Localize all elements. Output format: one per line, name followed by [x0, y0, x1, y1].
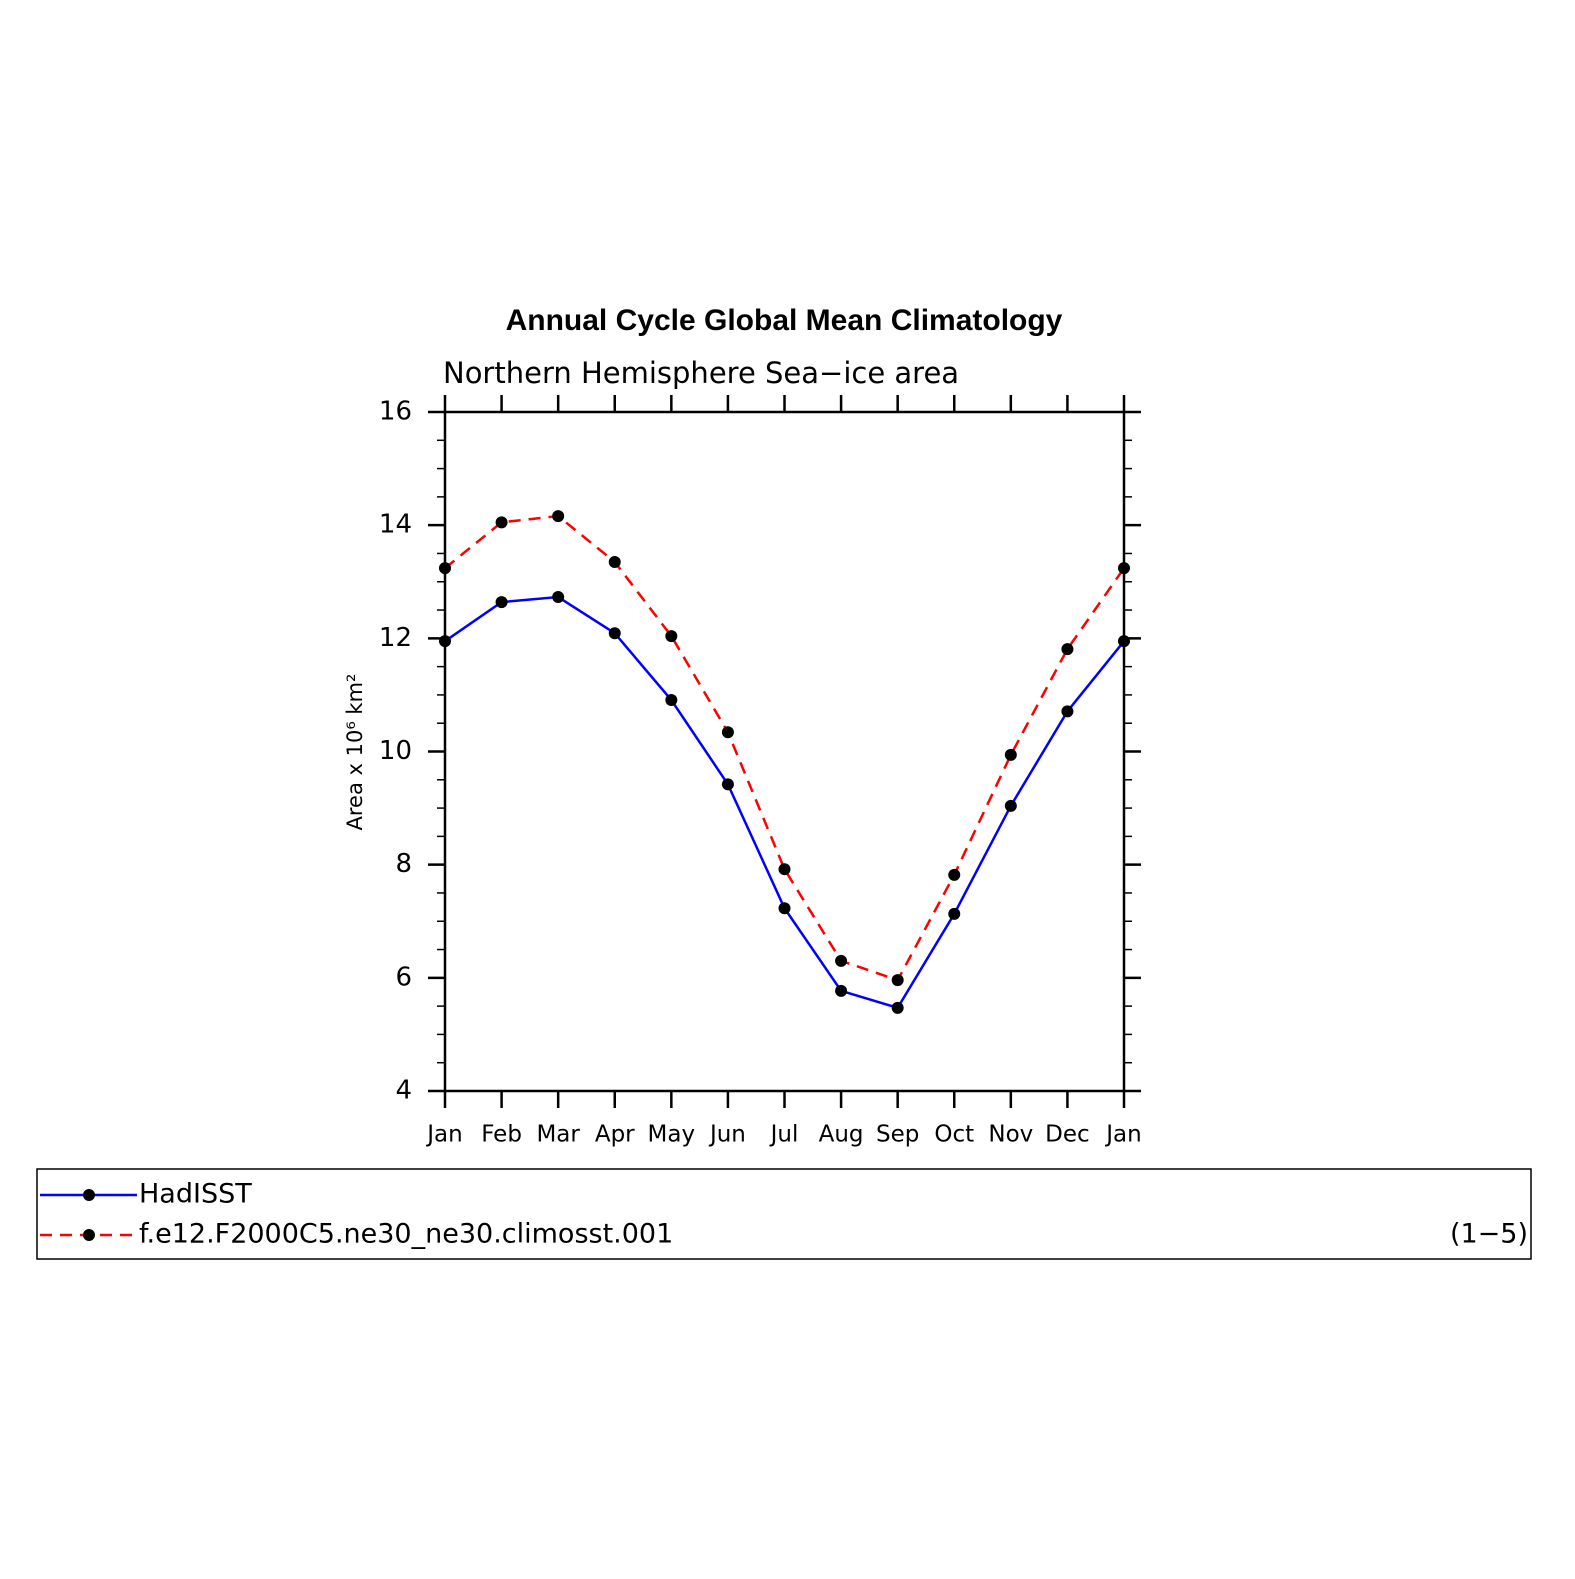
point-marker [1118, 635, 1130, 648]
point-marker [608, 627, 621, 640]
point-marker [948, 868, 961, 881]
point-marker [1118, 562, 1130, 575]
point-marker [1061, 643, 1074, 656]
point-marker [778, 863, 791, 876]
point-marker [1061, 705, 1074, 718]
legend-label: f.e12.F2000C5.ne30_ne30.climosst.001 [139, 1219, 673, 1250]
x-tick-label: Sep [876, 1122, 919, 1148]
point-marker [721, 778, 734, 791]
x-tick-label: May [648, 1122, 696, 1148]
point-marker [1004, 748, 1017, 761]
point-marker [891, 974, 904, 987]
legend-box [36, 1168, 1532, 1260]
y-tick-label: 16 [379, 397, 412, 427]
y-tick-label: 12 [379, 623, 412, 653]
x-tick-label: Nov [988, 1122, 1033, 1148]
point-marker [721, 726, 734, 739]
point-marker [552, 510, 565, 523]
plot-frame [443, 410, 1126, 1093]
point-marker [665, 694, 678, 707]
y-tick-label: 4 [395, 1076, 412, 1106]
point-marker [1004, 799, 1017, 812]
point-marker [891, 1001, 904, 1014]
point-marker [835, 954, 848, 967]
point-marker [948, 907, 961, 920]
x-tick-label: Jan [1104, 1122, 1141, 1148]
y-tick-label: 8 [395, 849, 412, 879]
x-tick-label: Oct [934, 1122, 974, 1148]
y-axis-label: Area x 10⁶ km² [343, 674, 367, 831]
point-marker [439, 635, 451, 648]
x-tick-label: Jun [708, 1122, 746, 1148]
annotation: (1−5) [1450, 1219, 1528, 1250]
point-marker [495, 596, 508, 609]
point-marker [552, 591, 565, 604]
point-marker [439, 562, 451, 575]
point-marker [608, 555, 621, 568]
point-marker [835, 984, 848, 997]
y-tick-label: 14 [379, 510, 412, 540]
y-tick-label: 6 [395, 962, 412, 992]
point-marker [665, 630, 678, 643]
x-tick-label: Aug [819, 1122, 864, 1148]
legend-marker [83, 1229, 95, 1241]
x-tick-label: Dec [1045, 1122, 1090, 1148]
legend-marker [83, 1189, 95, 1201]
point-marker [778, 902, 791, 915]
point-marker [495, 516, 508, 529]
x-tick-label: Mar [536, 1122, 580, 1148]
x-tick-label: Jan [425, 1122, 462, 1148]
x-tick-label: Jul [769, 1122, 799, 1148]
chart-title: Annual Cycle Global Mean Climatology [506, 304, 1063, 337]
x-tick-label: Feb [481, 1122, 522, 1148]
chart-subtitle: Northern Hemisphere Sea−ice area [443, 356, 959, 390]
x-tick-label: Apr [595, 1122, 635, 1148]
series-line [444, 595, 1125, 1010]
y-tick-label: 10 [379, 736, 412, 766]
legend-label: HadISST [139, 1179, 252, 1210]
